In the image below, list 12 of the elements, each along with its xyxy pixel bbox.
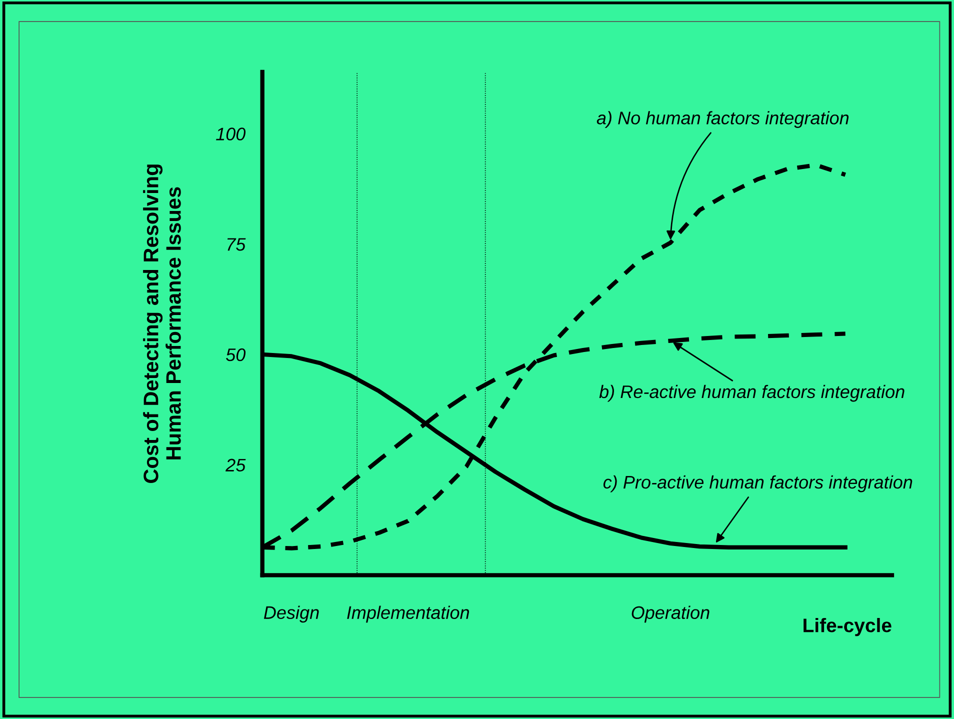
x-tick-label: Design xyxy=(264,606,319,623)
y-tick-label: 50 xyxy=(226,348,246,362)
x-tick-label: Operation xyxy=(632,606,710,623)
y-tick-label: 100 xyxy=(216,128,246,140)
annotation: c) Pro-active human factors integration xyxy=(603,475,912,492)
annotation: a) No human factors integration xyxy=(596,111,849,128)
y-tick-label: 75 xyxy=(227,238,246,251)
annotation: b) Re-active human factors integration xyxy=(599,384,904,402)
x-axis-title: Life-cycle xyxy=(804,618,892,636)
y-tick-label: 25 xyxy=(225,458,246,472)
y-axis-title: Cost of Detecting and Resolving Human Performance Issues xyxy=(143,164,181,483)
x-tick-label: Implementation xyxy=(347,606,470,623)
